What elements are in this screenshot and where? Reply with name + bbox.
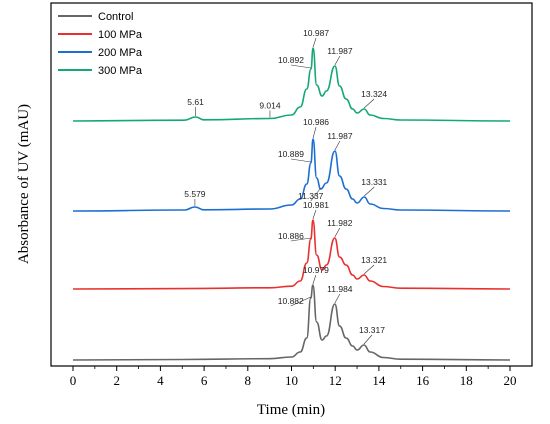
peak-leader bbox=[363, 98, 375, 109]
legend-label-0: Control bbox=[98, 11, 133, 23]
series-line-1 bbox=[72, 219, 511, 290]
x-tick-label: 6 bbox=[201, 373, 208, 388]
series-line-2 bbox=[72, 138, 511, 212]
peak-leader bbox=[363, 334, 373, 345]
y-axis-title: Absorbance of UV (mAU) bbox=[16, 104, 32, 264]
peak-leader bbox=[290, 296, 311, 307]
peak-leader bbox=[334, 227, 341, 238]
peak-label: 5.61 bbox=[187, 97, 204, 107]
peak-label: 13.324 bbox=[361, 89, 387, 99]
peak-leader bbox=[334, 55, 341, 66]
peak-leader bbox=[334, 140, 341, 151]
legend-label-1: 100 MPa bbox=[98, 29, 143, 41]
peak-leader bbox=[312, 274, 317, 285]
peak-leader bbox=[310, 187, 321, 202]
peak-leader bbox=[312, 209, 317, 220]
series-line-0 bbox=[72, 284, 511, 361]
x-tick-label: 12 bbox=[329, 373, 342, 388]
legend-label-3: 300 MPa bbox=[98, 65, 143, 77]
peak-label: 11.987 bbox=[327, 131, 353, 141]
x-tick-label: 8 bbox=[245, 373, 252, 388]
x-axis-ticks: 0 2 4 6 8 10 12 14 16 18 20 bbox=[70, 366, 517, 388]
x-tick-label: 16 bbox=[416, 373, 430, 388]
x-tick-label: 20 bbox=[504, 373, 517, 388]
x-tick-label: 10 bbox=[285, 373, 298, 388]
peak-label: 13.331 bbox=[361, 177, 387, 187]
peak-leader bbox=[363, 264, 375, 275]
peak-label: 13.317 bbox=[359, 325, 385, 335]
peak-label: 11.987 bbox=[327, 46, 353, 56]
series-layer bbox=[72, 47, 511, 361]
peak-leader bbox=[312, 126, 317, 139]
peak-label: 10.886 bbox=[278, 231, 304, 241]
peak-label: 10.981 bbox=[303, 200, 329, 210]
peak-label: 13.321 bbox=[361, 255, 387, 265]
peak-label: 11.982 bbox=[327, 218, 353, 228]
peak-label: 9.014 bbox=[259, 101, 281, 111]
x-tick-label: 0 bbox=[70, 373, 77, 388]
peak-leader bbox=[290, 64, 312, 69]
peak-label: 10.987 bbox=[303, 28, 329, 38]
peak-leader bbox=[334, 293, 341, 304]
peak-leader bbox=[312, 37, 317, 48]
peak-label: 11.337 bbox=[298, 191, 324, 201]
x-tick-label: 18 bbox=[460, 373, 473, 388]
peak-label: 10.979 bbox=[303, 265, 329, 275]
x-tick-label: 4 bbox=[157, 373, 164, 388]
series-line-3 bbox=[72, 47, 511, 122]
x-axis-title: Time (min) bbox=[257, 402, 325, 418]
peak-leader bbox=[364, 186, 375, 197]
peak-label: 11.984 bbox=[327, 284, 353, 294]
peak-leader bbox=[290, 158, 311, 163]
peak-label: 10.892 bbox=[278, 55, 304, 65]
peak-label: 5.579 bbox=[184, 189, 206, 199]
peak-labels: 10.882 10.979 11.984 13.317 10.886 10.981 11.9… bbox=[184, 28, 388, 345]
x-tick-label: 2 bbox=[113, 373, 120, 388]
legend-label-2: 200 MPa bbox=[98, 47, 143, 59]
peak-leader bbox=[290, 237, 311, 242]
peak-label: 10.986 bbox=[303, 117, 329, 127]
x-tick-label: 14 bbox=[372, 373, 386, 388]
peak-label: 10.882 bbox=[278, 296, 304, 306]
legend: Control 100 MPa 200 MPa 300 MPa bbox=[58, 11, 143, 77]
peak-label: 10.889 bbox=[278, 149, 304, 159]
